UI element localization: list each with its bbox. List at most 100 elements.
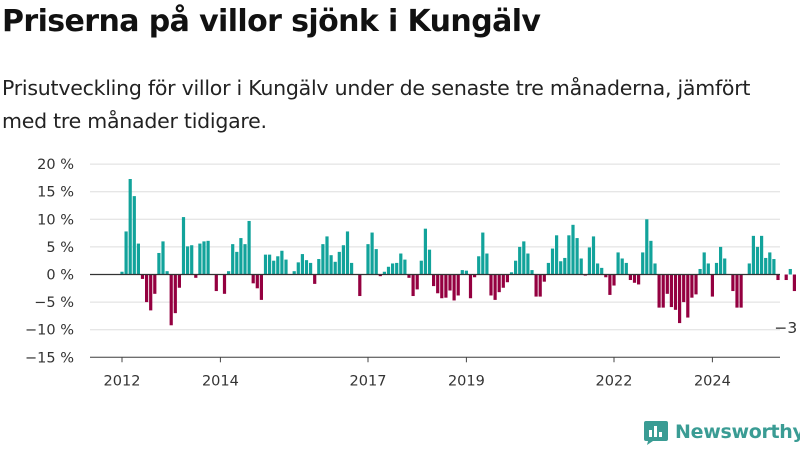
bar bbox=[764, 257, 768, 275]
bar bbox=[313, 274, 317, 284]
bar bbox=[153, 274, 157, 294]
bar bbox=[300, 254, 304, 275]
bar bbox=[296, 262, 300, 275]
bar bbox=[710, 274, 714, 297]
bar bbox=[370, 232, 374, 275]
bar bbox=[702, 252, 706, 275]
x-tick-label: 2012 bbox=[104, 373, 141, 389]
bar bbox=[309, 262, 313, 275]
bar bbox=[419, 260, 423, 275]
bar bbox=[214, 274, 218, 292]
bar bbox=[268, 254, 272, 275]
bar bbox=[579, 258, 583, 275]
bar bbox=[530, 270, 534, 275]
bar bbox=[571, 224, 575, 275]
bar bbox=[161, 241, 165, 275]
bar bbox=[132, 196, 136, 275]
bar bbox=[518, 246, 522, 275]
bar bbox=[792, 274, 796, 292]
brand-name: Newsworthy bbox=[675, 421, 800, 443]
bar bbox=[596, 263, 600, 275]
bar bbox=[534, 274, 538, 297]
bar bbox=[292, 271, 296, 275]
bar bbox=[550, 248, 555, 275]
bar bbox=[678, 274, 682, 324]
bar bbox=[403, 259, 407, 275]
bar bbox=[694, 274, 698, 295]
y-tick-label: −5 % bbox=[34, 295, 74, 311]
bar bbox=[157, 252, 161, 275]
bar bbox=[227, 271, 231, 275]
x-tick-label: 2017 bbox=[350, 373, 387, 389]
bar bbox=[165, 271, 169, 275]
bar bbox=[760, 235, 764, 275]
bar bbox=[768, 252, 772, 275]
bar bbox=[341, 245, 345, 275]
newsworthy-logo-icon bbox=[644, 421, 668, 445]
bar bbox=[546, 262, 550, 275]
bar bbox=[231, 244, 235, 275]
bar bbox=[612, 274, 616, 286]
bar bbox=[719, 246, 723, 275]
chart-title: Priserna på villor sjönk i Kungälv bbox=[2, 4, 541, 39]
bar bbox=[616, 252, 620, 275]
bar bbox=[399, 253, 403, 275]
bar bbox=[776, 274, 780, 281]
chart-subtitle: Prisutveckling för villor i Kungälv unde… bbox=[2, 76, 751, 133]
bar bbox=[477, 256, 481, 275]
bar bbox=[198, 243, 202, 275]
bar bbox=[145, 274, 149, 303]
y-tick-label: 0 % bbox=[46, 268, 74, 284]
bar bbox=[444, 274, 448, 298]
bar bbox=[669, 274, 673, 308]
bar bbox=[665, 274, 669, 294]
bar bbox=[620, 258, 624, 275]
bar bbox=[120, 271, 124, 275]
bar bbox=[497, 274, 501, 293]
bar bbox=[542, 274, 546, 282]
x-tick-label: 2022 bbox=[596, 373, 633, 389]
bar bbox=[682, 274, 686, 303]
bar bbox=[263, 254, 268, 275]
bar bbox=[501, 274, 505, 288]
bar bbox=[628, 274, 632, 281]
bar bbox=[206, 240, 210, 275]
bar bbox=[559, 261, 563, 275]
bar bbox=[714, 262, 719, 275]
bar bbox=[136, 243, 140, 275]
bar bbox=[485, 253, 489, 275]
y-tick-label: −15 % bbox=[25, 350, 74, 366]
bar bbox=[731, 274, 735, 292]
bar bbox=[329, 255, 333, 275]
bar bbox=[386, 266, 391, 275]
bar bbox=[690, 274, 694, 298]
bar bbox=[149, 274, 153, 311]
bar bbox=[608, 274, 612, 295]
bar bbox=[505, 274, 509, 283]
bar bbox=[255, 274, 259, 289]
bar bbox=[304, 260, 309, 275]
bar bbox=[194, 274, 198, 278]
bar bbox=[169, 274, 173, 326]
bar bbox=[591, 236, 596, 275]
bar bbox=[350, 262, 354, 275]
bar bbox=[587, 247, 591, 275]
bar bbox=[468, 274, 473, 299]
x-tick-label: 2014 bbox=[202, 373, 239, 389]
bar bbox=[645, 219, 649, 275]
bar bbox=[321, 244, 325, 275]
bar bbox=[427, 249, 432, 275]
bar bbox=[460, 270, 464, 275]
y-tick-label: 15 % bbox=[37, 185, 74, 201]
bar bbox=[784, 274, 788, 281]
bar bbox=[526, 253, 530, 275]
bar bbox=[575, 238, 579, 275]
bar bbox=[747, 263, 751, 275]
bar bbox=[407, 274, 411, 278]
y-tick-label: 10 % bbox=[37, 212, 74, 228]
bar bbox=[452, 274, 456, 301]
bar bbox=[358, 274, 362, 297]
bar bbox=[735, 274, 739, 308]
bar bbox=[222, 274, 227, 294]
